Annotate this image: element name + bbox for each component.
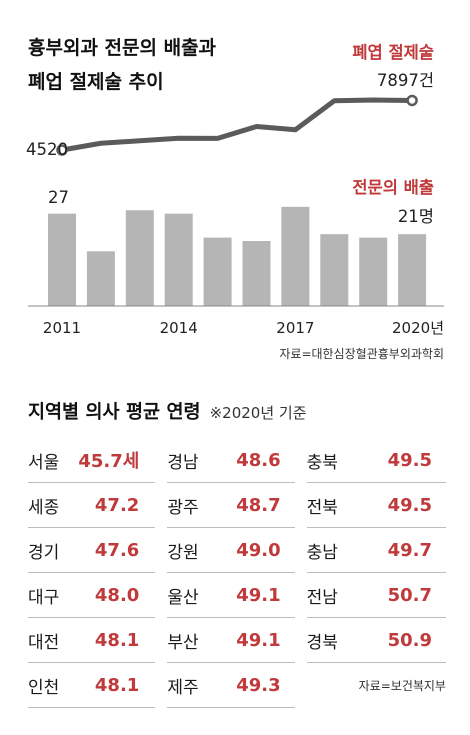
average-age: 50.7 <box>387 584 432 606</box>
region-name: 인천 <box>28 677 60 698</box>
age-item: 제주 49.3 <box>167 663 295 708</box>
region-name: 전북 <box>306 497 338 518</box>
region-name: 충북 <box>306 452 338 473</box>
region-name: 경기 <box>28 542 60 563</box>
bar-2015 <box>203 237 232 306</box>
average-age: 48.0 <box>94 584 140 606</box>
average-age: 48.1 <box>94 629 140 651</box>
average-age: 47.2 <box>94 494 140 516</box>
age-section-heading: 지역별 의사 평균 연령 <box>28 402 201 423</box>
region-name: 서울 <box>28 452 60 473</box>
region-name: 대구 <box>28 587 60 608</box>
line-series-name: 폐엽 절제술 <box>352 42 434 62</box>
region-name: 제주 <box>167 677 199 698</box>
average-age: 49.3 <box>236 674 281 696</box>
average-age: 47.6 <box>94 539 140 561</box>
source-note-1: 자료=대한심장혈관흉부외과학회 <box>279 347 444 361</box>
age-item: 인천 48.1 <box>28 663 156 708</box>
region-name: 광주 <box>167 497 199 518</box>
region-name: 울산 <box>167 587 199 608</box>
line-end-point <box>406 94 418 107</box>
line-start-point <box>56 144 68 156</box>
line-path <box>61 97 413 153</box>
bar-start-label: 27 <box>48 188 69 207</box>
bar-2014 <box>164 213 193 306</box>
region-name: 충남 <box>306 542 338 563</box>
age-item: 경남 48.6 <box>167 438 295 483</box>
average-age: 49.1 <box>236 584 281 606</box>
age-section-title: 지역별 의사 평균 연령 ※2020년 기준 <box>28 398 307 424</box>
average-age: 49.0 <box>236 539 281 561</box>
x-tick-2017: 2017 <box>276 319 314 337</box>
age-item: 대전 48.1 <box>28 618 156 663</box>
trend-chart: 흉부외과 전문의 배출과 폐업 절제술 추이 폐엽 절제술 7897건 4520… <box>26 36 444 361</box>
age-section-subtitle: ※2020년 기준 <box>209 404 307 422</box>
chart-title-line1: 흉부외과 전문의 배출과 <box>28 36 217 59</box>
line-end-label: 7897건 <box>377 71 434 90</box>
age-item: 충남 49.7 <box>306 528 446 573</box>
age-grid: 서울 45.7세 경남 48.6 충북 49.5 세종 47.2 광주 48.7 전북 49.5 경기 4… <box>28 438 446 708</box>
source-note-2: 자료=보건복지부 <box>307 663 446 707</box>
average-age: 49.1 <box>236 629 281 651</box>
age-item: 대구 48.0 <box>28 573 156 618</box>
age-item: 부산 49.1 <box>167 618 295 663</box>
chart-title-line2: 폐업 절제술 추이 <box>28 71 164 93</box>
bar-2011 <box>48 213 76 306</box>
region-name: 경북 <box>306 632 338 653</box>
bar-2013 <box>125 210 154 306</box>
x-tick-2020년: 2020년 <box>392 319 444 337</box>
region-name: 강원 <box>167 542 199 563</box>
age-item: 충북 49.5 <box>306 438 446 483</box>
average-age: 49.5 <box>387 449 432 471</box>
age-item: 세종 47.2 <box>28 483 156 528</box>
region-name: 전남 <box>306 587 338 608</box>
age-item: 전북 49.5 <box>306 483 446 528</box>
average-age: 48.6 <box>236 449 281 471</box>
age-item: 전남 50.7 <box>306 573 446 618</box>
age-item: 울산 49.1 <box>167 573 295 618</box>
x-tick-2011: 2011 <box>43 319 81 337</box>
x-tick-labels: 2011 2014 2017 2020년 <box>43 319 444 337</box>
region-name: 부산 <box>167 632 199 653</box>
bar-end-label: 21명 <box>398 207 434 226</box>
age-item: 경북 50.9 <box>306 618 446 663</box>
average-age: 50.9 <box>387 629 432 651</box>
age-item: 강원 49.0 <box>167 528 295 573</box>
average-age: 45.7세 <box>78 451 140 472</box>
bar-2018 <box>320 234 349 306</box>
line-start-label: 4520 <box>26 140 68 159</box>
x-tick-2014: 2014 <box>160 319 198 337</box>
bar-2017 <box>281 206 310 306</box>
bar-series-name: 전문의 배출 <box>352 178 434 197</box>
age-item: 서울 45.7세 <box>28 438 156 483</box>
average-age: 49.7 <box>387 539 432 561</box>
bar-2016 <box>242 241 271 306</box>
bar-series <box>48 206 427 306</box>
average-age: 48.7 <box>236 494 281 516</box>
age-item: 경기 47.6 <box>28 528 156 573</box>
region-name: 경남 <box>167 452 199 473</box>
bar-2019 <box>359 237 388 306</box>
average-age: 48.1 <box>94 674 140 696</box>
region-name: 대전 <box>28 632 60 653</box>
region-name: 세종 <box>28 497 60 518</box>
bar-2012 <box>86 251 115 306</box>
source-note-2-text: 자료=보건복지부 <box>358 678 446 693</box>
bar-2020 <box>398 234 427 306</box>
line-series <box>56 94 418 156</box>
average-age: 49.5 <box>387 494 432 516</box>
age-item: 광주 48.7 <box>167 483 295 528</box>
